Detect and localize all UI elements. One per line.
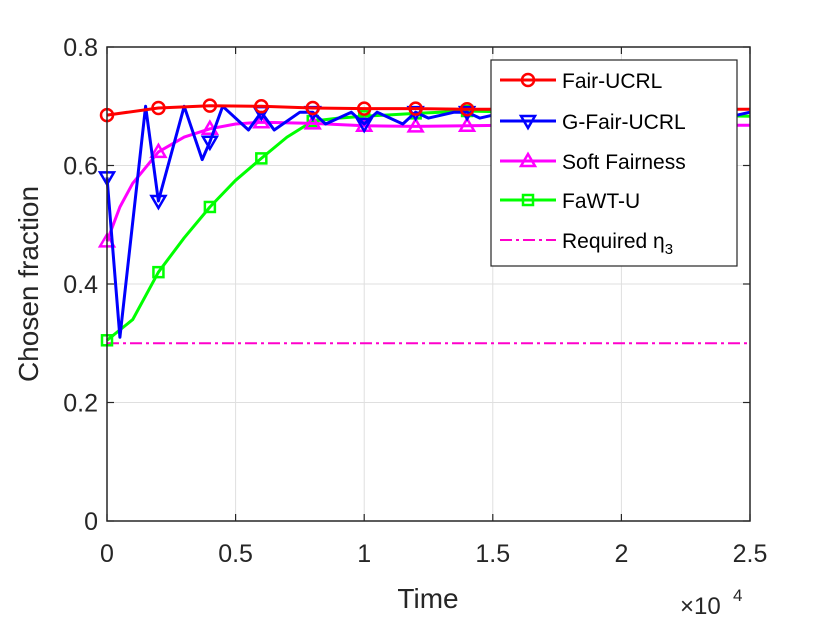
legend-label: G-Fair-UCRL: [562, 111, 686, 134]
data-point: [303, 113, 322, 130]
legend-label: Required η3: [562, 230, 673, 258]
legend-label-text: Required η: [562, 230, 665, 253]
data-point: [202, 98, 218, 113]
legend-label: FaWT-U: [562, 190, 640, 213]
legend-entry: Fair-UCRL: [500, 70, 662, 93]
data-point: [151, 100, 166, 116]
legend-label: Fair-UCRL: [562, 70, 662, 93]
data-point: [457, 116, 477, 133]
legend-label: Soft Fairness: [562, 151, 686, 174]
legend-marker: [518, 151, 538, 168]
legend-label-text: FaWT-U: [562, 190, 640, 213]
x-tick-label: 1: [357, 540, 371, 568]
y-tick-label: 0.6: [63, 153, 98, 181]
data-point: [254, 99, 269, 114]
y-tick-label: 0.8: [63, 34, 98, 62]
y-tick-label: 0.4: [63, 271, 98, 299]
legend-entry: Soft Fairness: [500, 151, 686, 174]
data-point: [203, 200, 217, 214]
x-tick-label: 2: [614, 540, 628, 568]
legend-label-text: Soft Fairness: [562, 151, 686, 174]
legend-marker: [518, 114, 538, 131]
legend-entry: G-Fair-UCRL: [500, 111, 686, 134]
x-multiplier-base: ×10: [680, 593, 721, 620]
data-point: [356, 101, 372, 116]
ticks: 0 0.5 1 1.5 2 2.5 0 0.2 0.4 0.6 0.8: [63, 34, 767, 568]
y-axis-label: Chosen fraction: [13, 186, 44, 382]
x-tick-label: 0.5: [218, 540, 253, 568]
data-point: [357, 110, 371, 123]
legend-marker: [520, 72, 536, 88]
data-point: [459, 101, 475, 117]
legend-marker: [521, 193, 535, 207]
data-point: [149, 194, 168, 211]
data-point: [355, 117, 374, 134]
y-tick-label: 0: [84, 508, 98, 536]
data-point: [149, 142, 168, 159]
legend-label-subscript: 3: [665, 241, 673, 258]
data-point: [252, 112, 271, 129]
legend-entry: Required η3: [500, 230, 673, 258]
x-tick-label: 0: [100, 540, 114, 568]
data-point: [200, 135, 220, 152]
data-point: [406, 116, 425, 133]
legend-entry: FaWT-U: [500, 190, 640, 213]
legend-label-text: G-Fair-UCRL: [562, 111, 686, 134]
data-point: [255, 152, 268, 165]
x-multiplier-exponent: 4: [733, 586, 742, 605]
y-tick-label: 0.2: [63, 390, 98, 418]
legend-label-text: Fair-UCRL: [562, 70, 662, 93]
data-point: [152, 265, 165, 279]
data-point: [408, 101, 423, 116]
x-tick-label: 1.5: [475, 540, 510, 568]
x-tick-label: 2.5: [733, 540, 768, 568]
x-multiplier: ×10 4: [680, 586, 742, 620]
x-axis-label: Time: [397, 583, 458, 614]
data-point: [305, 100, 321, 116]
legend: Fair-UCRL G-Fair-UCRL Soft Fairness FaWT-U R…: [490, 59, 738, 267]
